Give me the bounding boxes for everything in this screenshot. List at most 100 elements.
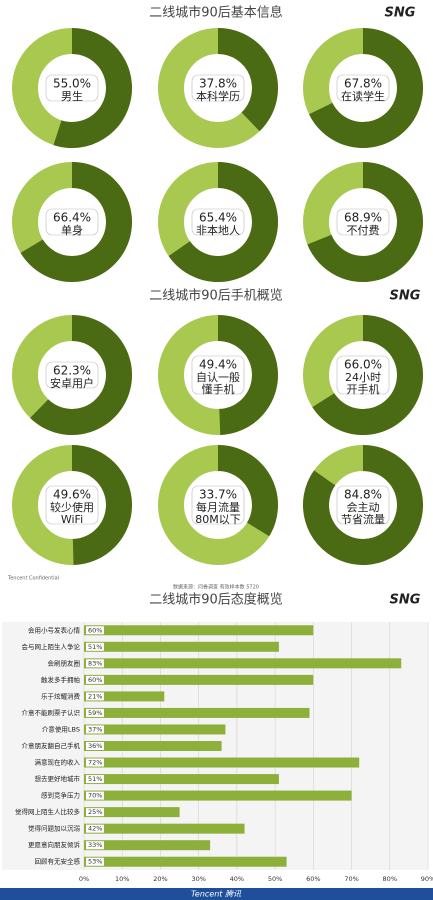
value-label: 51% xyxy=(88,775,102,783)
x-tick-label: 0% xyxy=(79,875,89,883)
value-box xyxy=(86,626,104,635)
bar xyxy=(84,658,402,669)
value-box xyxy=(86,659,104,668)
donut-label: 本科学历 xyxy=(196,89,240,103)
value-label: 70% xyxy=(88,792,102,800)
bar xyxy=(84,707,310,718)
donut-value: 66.0% xyxy=(344,358,382,372)
donut-segment xyxy=(303,445,424,565)
category-label: 想去更好地城市 xyxy=(35,774,81,783)
donut-label: 自认一般 xyxy=(196,371,240,384)
donut-label: 节省流量 xyxy=(341,512,385,526)
value-label: 36% xyxy=(88,742,102,750)
bar xyxy=(84,790,352,801)
value-label: 37% xyxy=(88,725,102,733)
center-box xyxy=(191,208,245,236)
donut-segment xyxy=(53,28,133,149)
value-box xyxy=(86,824,104,833)
donut-value: 62.3% xyxy=(53,364,91,378)
center-box xyxy=(336,485,390,525)
x-tick-label: 70% xyxy=(344,875,358,883)
center-box xyxy=(45,208,99,236)
value-box xyxy=(86,725,104,734)
footer-band xyxy=(0,888,433,900)
donut-value: 49.4% xyxy=(199,358,237,372)
donut-label: 懂手机 xyxy=(202,382,235,396)
center-box xyxy=(191,74,245,102)
category-label: 介意使用LBS xyxy=(42,724,80,733)
donut-value: 33.7% xyxy=(199,488,237,502)
bar xyxy=(84,625,314,636)
donut-label: 每月流量 xyxy=(196,500,240,514)
section-title: 二线城市90后手机概览 xyxy=(149,288,283,304)
value-label: 59% xyxy=(88,709,102,717)
source-note: 数据来源：问卷调查 有效样本数 5720 xyxy=(173,584,259,591)
category-label: 觉得问题加以沉溺 xyxy=(28,824,81,833)
donut-value: 49.6% xyxy=(53,488,91,502)
donut-label: 男生 xyxy=(61,89,83,103)
category-label: 乐于炫耀消费 xyxy=(41,691,81,700)
center-box xyxy=(191,355,245,395)
value-label: 60% xyxy=(88,676,102,684)
section-title: 二线城市90后态度概览 xyxy=(149,592,283,608)
bar xyxy=(84,823,245,834)
donut-value: 67.8% xyxy=(344,77,382,91)
donut-label: 单身 xyxy=(61,223,83,237)
center-box xyxy=(45,74,99,102)
category-label: 介意朋友翻自己手机 xyxy=(22,741,81,750)
donut-label: 开手机 xyxy=(347,382,380,396)
donut-value: 65.4% xyxy=(199,211,237,225)
value-label: 60% xyxy=(88,626,102,634)
donut-value: 37.8% xyxy=(199,77,237,91)
category-label: 会与网上陌生人争论 xyxy=(22,642,81,651)
value-box xyxy=(86,692,104,701)
center-box xyxy=(336,208,390,236)
logo: SNG xyxy=(390,593,421,608)
footer-text: Tencent 腾讯 xyxy=(191,890,242,899)
donut-value: 68.9% xyxy=(344,211,382,225)
center-box xyxy=(336,74,390,102)
value-label: 42% xyxy=(88,825,102,833)
donut-label: 会主动 xyxy=(347,501,380,514)
bar xyxy=(84,807,180,818)
value-label: 21% xyxy=(88,692,102,700)
x-tick-label: 60% xyxy=(306,875,320,883)
donut-label: WiFi xyxy=(61,513,83,526)
logo: SNG xyxy=(385,6,416,21)
value-label: 33% xyxy=(88,841,102,849)
donut-label: 安卓用户 xyxy=(50,376,94,390)
donut-segment xyxy=(20,162,132,282)
category-label: 满意现在的收入 xyxy=(35,758,81,767)
donut-label: 不付费 xyxy=(347,224,380,237)
donut-segment xyxy=(307,162,424,282)
donut-segment xyxy=(218,315,279,435)
donut-segment xyxy=(309,28,424,148)
donut-value: 84.8% xyxy=(344,488,382,502)
donut-segment xyxy=(312,315,423,436)
donut-segment xyxy=(72,445,133,565)
section-title: 二线城市90后基本信息 xyxy=(149,5,283,21)
value-box xyxy=(86,758,104,767)
bar xyxy=(84,741,222,751)
x-tick-label: 90% xyxy=(421,875,433,883)
donut-segment xyxy=(168,162,278,282)
bar xyxy=(84,724,226,735)
value-label: 51% xyxy=(88,643,102,651)
category-label: 触发多手拥帕 xyxy=(41,675,80,684)
value-box xyxy=(86,808,104,817)
category-label: 感到竞争压力 xyxy=(41,791,80,800)
donut-label: 较少使用 xyxy=(50,500,94,514)
value-label: 53% xyxy=(88,858,102,866)
confidential-note: Tencent Confidential xyxy=(7,576,59,582)
bar xyxy=(84,674,314,685)
center-box xyxy=(45,485,99,525)
donut-label: 24小时 xyxy=(345,371,381,384)
category-label: 觉得网上陌生人比较多 xyxy=(15,807,81,816)
donut-label: 非本地人 xyxy=(196,223,240,237)
value-box xyxy=(86,642,104,651)
center-box xyxy=(191,485,245,525)
donut-segment xyxy=(218,445,279,537)
bar xyxy=(84,774,279,785)
donut-value: 66.4% xyxy=(53,211,91,225)
